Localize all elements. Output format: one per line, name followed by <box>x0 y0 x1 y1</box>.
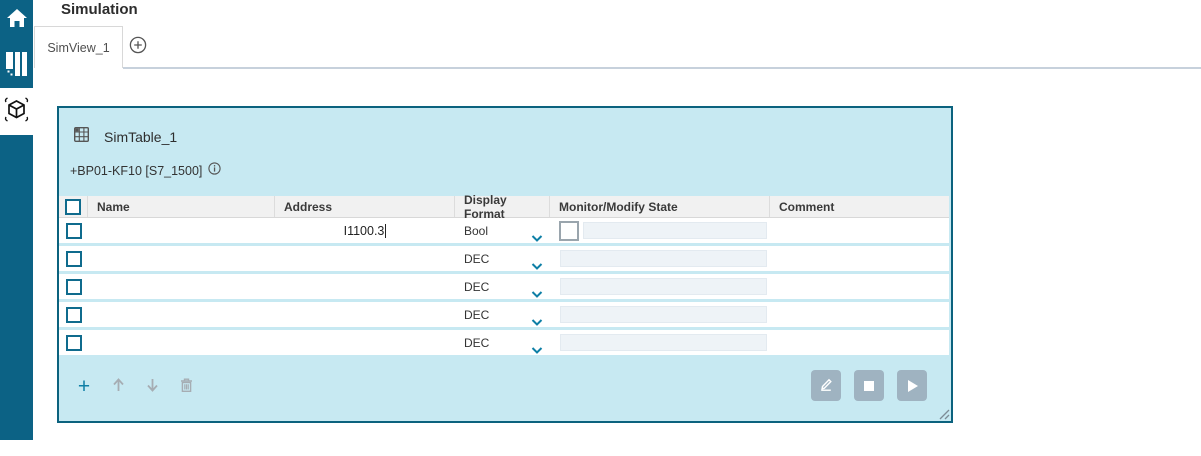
row-select-checkbox[interactable] <box>65 306 82 323</box>
add-row-button[interactable]: + <box>77 375 91 398</box>
monitor-modify-cell <box>550 220 770 241</box>
device-label: +BP01-KF10 [S7_1500] <box>70 164 203 178</box>
arrow-up-icon <box>111 377 126 398</box>
panel-resize-handle[interactable] <box>937 407 950 420</box>
monitor-value-field[interactable] <box>560 334 767 351</box>
monitor-value-field[interactable] <box>583 222 767 239</box>
tabbar-divider <box>123 67 1201 69</box>
table-row: DEC <box>59 246 949 271</box>
modify-value-checkbox[interactable] <box>559 220 579 241</box>
table-header-row: Name Address Display Format Monitor/Modi… <box>59 193 949 221</box>
column-header-monitor-modify: Monitor/Modify State <box>550 196 770 217</box>
display-format-cell[interactable]: DEC <box>455 335 550 354</box>
tab-simview-1[interactable]: SimView_1 <box>34 26 123 68</box>
panel-title-row: SimTable_1 <box>73 126 178 147</box>
stop-icon <box>864 380 874 391</box>
monitor-value-field[interactable] <box>560 250 767 267</box>
trash-icon <box>179 377 194 398</box>
sidebar-item-home[interactable] <box>0 0 33 40</box>
modify-pencil-icon <box>818 376 834 395</box>
sidebar <box>0 0 33 440</box>
row-toolbar: + <box>75 374 195 400</box>
panel-title: SimTable_1 <box>104 129 178 145</box>
monitor-modify-cell <box>550 250 770 267</box>
monitor-modify-cell <box>550 278 770 295</box>
plus-circle-icon <box>129 36 147 59</box>
home-icon <box>6 8 28 33</box>
action-button-group <box>811 370 927 401</box>
display-format-cell[interactable]: Bool <box>455 223 550 242</box>
row-select-checkbox[interactable] <box>65 334 82 351</box>
panel-view-icon <box>5 51 29 82</box>
column-header-comment: Comment <box>779 199 835 214</box>
tab-label: SimView_1 <box>47 40 110 55</box>
delete-row-button[interactable] <box>177 376 195 398</box>
monitor-modify-cell <box>550 306 770 323</box>
display-format-value: DEC <box>464 307 490 322</box>
modify-button[interactable] <box>811 370 841 401</box>
address-cell[interactable]: I1100.3 <box>275 223 455 238</box>
display-format-cell[interactable]: DEC <box>455 307 550 326</box>
chevron-down-icon[interactable] <box>531 286 543 304</box>
monitor-value-field[interactable] <box>560 278 767 295</box>
arrow-down-icon <box>145 377 160 398</box>
text-caret <box>385 223 387 238</box>
sim-table: Name Address Display Format Monitor/Modi… <box>59 193 949 358</box>
display-format-value: DEC <box>464 335 490 350</box>
cube-3d-icon <box>3 96 30 128</box>
chevron-down-icon[interactable] <box>531 230 543 248</box>
display-format-cell[interactable]: DEC <box>455 251 550 270</box>
address-value: I1100.3 <box>343 223 385 238</box>
monitor-modify-cell <box>550 334 770 351</box>
sidebar-item-views[interactable] <box>0 44 33 88</box>
column-header-name: Name <box>88 196 275 217</box>
row-select-checkbox[interactable] <box>65 278 82 295</box>
table-row: DEC <box>59 274 949 299</box>
sidebar-item-simulation-selected[interactable] <box>0 88 33 135</box>
stop-button[interactable] <box>854 370 884 401</box>
panel-subtitle-row: +BP01-KF10 [S7_1500] <box>70 162 222 180</box>
column-header-address: Address <box>275 196 455 217</box>
chevron-down-icon[interactable] <box>531 314 543 332</box>
chevron-down-icon[interactable] <box>531 258 543 276</box>
table-row: DEC <box>59 302 949 327</box>
row-select-checkbox[interactable] <box>65 250 82 267</box>
play-button[interactable] <box>897 370 927 401</box>
simtable-panel: SimTable_1 +BP01-KF10 [S7_1500] Name Add… <box>57 106 953 423</box>
page-title: Simulation <box>61 1 138 18</box>
add-tab-button[interactable] <box>129 36 147 59</box>
display-format-value: DEC <box>464 279 490 294</box>
display-format-value: DEC <box>464 251 490 266</box>
display-format-cell[interactable]: DEC <box>455 279 550 298</box>
play-icon <box>908 379 918 392</box>
display-format-value: Bool <box>464 223 489 238</box>
sim-table-icon <box>73 126 90 147</box>
monitor-value-field[interactable] <box>560 306 767 323</box>
row-select-checkbox[interactable] <box>65 222 82 239</box>
column-header-display-format: Display Format <box>455 193 550 221</box>
chevron-down-icon[interactable] <box>531 342 543 360</box>
move-row-up-button[interactable] <box>109 376 127 398</box>
select-all-checkbox[interactable] <box>65 198 81 215</box>
table-row: DEC <box>59 330 949 355</box>
info-icon[interactable] <box>208 162 222 180</box>
move-row-down-button[interactable] <box>143 376 161 398</box>
table-row: I1100.3 Bool <box>59 218 949 243</box>
